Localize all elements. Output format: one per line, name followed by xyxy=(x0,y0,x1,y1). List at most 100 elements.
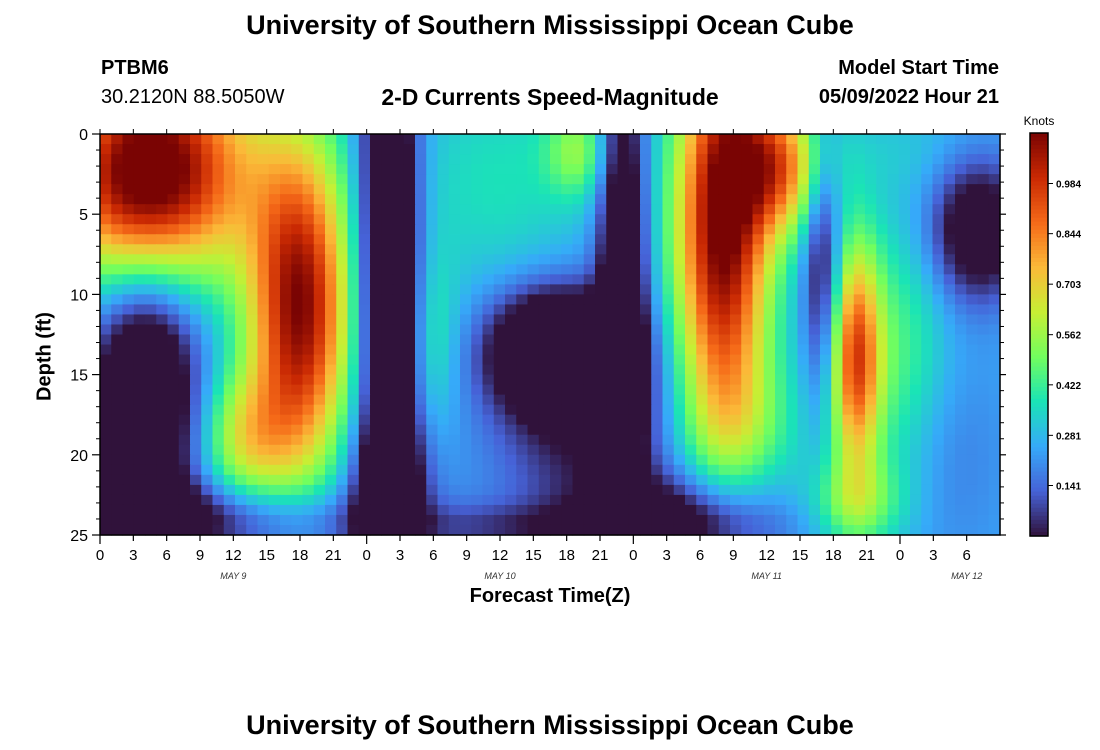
heatmap-cell xyxy=(336,414,349,426)
heatmap-cell xyxy=(313,354,326,366)
heatmap-cell xyxy=(448,364,461,376)
heatmap-cell xyxy=(696,274,709,285)
heatmap-cell xyxy=(898,504,911,516)
heatmap-cell xyxy=(707,244,720,255)
heatmap-cell xyxy=(550,274,562,285)
heatmap-cell xyxy=(617,174,630,185)
heatmap-cell xyxy=(471,484,484,496)
heatmap-cell xyxy=(246,474,259,486)
heatmap-cell xyxy=(381,444,394,456)
heatmap-cell xyxy=(887,144,900,155)
heatmap-cell xyxy=(246,444,259,456)
heatmap-cell xyxy=(673,164,686,175)
heatmap-cell xyxy=(865,414,877,426)
heatmap-cell xyxy=(932,174,945,185)
heatmap-cell xyxy=(718,404,731,416)
heatmap-cell xyxy=(280,424,292,436)
heatmap-cell xyxy=(133,404,146,416)
heatmap-cell xyxy=(111,314,124,326)
heatmap-cell xyxy=(426,264,439,275)
heatmap-cell xyxy=(876,394,889,406)
heatmap-cell xyxy=(853,494,866,506)
heatmap-cell xyxy=(426,394,439,406)
heatmap-cell xyxy=(100,364,112,376)
heatmap-cell xyxy=(505,484,517,496)
heatmap-cell xyxy=(370,204,382,215)
heatmap-cell xyxy=(898,464,911,476)
heatmap-cell xyxy=(966,464,979,476)
heatmap-cell xyxy=(921,264,934,275)
heatmap-cell xyxy=(696,354,709,366)
heatmap-cell xyxy=(775,134,787,145)
heatmap-cell xyxy=(100,494,112,506)
heatmap-cell xyxy=(325,204,337,215)
heatmap-cell xyxy=(538,224,551,235)
heatmap-cell xyxy=(403,454,416,466)
heatmap-cell xyxy=(381,274,394,285)
heatmap-cell xyxy=(583,194,596,205)
heatmap-cell xyxy=(190,194,202,205)
heatmap-cell xyxy=(921,484,934,496)
x-tick-label: 3 xyxy=(662,547,670,564)
heatmap-cell xyxy=(797,444,810,456)
heatmap-cell xyxy=(403,154,416,165)
heatmap-cell xyxy=(640,374,652,386)
heatmap-cell xyxy=(122,504,135,516)
heatmap-cell xyxy=(887,464,900,476)
heatmap-cell xyxy=(460,334,472,346)
heatmap-cell xyxy=(887,134,900,145)
heatmap-cell xyxy=(752,474,765,486)
heatmap-cell xyxy=(752,344,765,356)
heatmap-cell xyxy=(673,134,686,145)
colorbar-swatch xyxy=(1030,366,1048,372)
heatmap-cell xyxy=(415,354,427,366)
heatmap-cell xyxy=(178,294,191,306)
heatmap-cell xyxy=(628,324,641,336)
heatmap-cell xyxy=(471,184,484,195)
heatmap-cell xyxy=(426,364,439,376)
heatmap-cell xyxy=(178,354,191,366)
heatmap-cell xyxy=(685,164,697,175)
heatmap-cell xyxy=(932,484,945,496)
heatmap-cell xyxy=(752,444,765,456)
heatmap-cell xyxy=(977,444,990,456)
heatmap-cell xyxy=(246,154,259,165)
heatmap-cell xyxy=(358,524,371,536)
heatmap-cell xyxy=(280,414,292,426)
heatmap-cell xyxy=(583,404,596,416)
heatmap-cell xyxy=(111,344,124,356)
heatmap-cell xyxy=(313,484,326,496)
heatmap-cell xyxy=(190,154,202,165)
heatmap-cell xyxy=(302,234,315,245)
heatmap-cell xyxy=(527,194,540,205)
heatmap-cell xyxy=(628,214,641,225)
x-axis-label: Forecast Time(Z) xyxy=(469,585,631,607)
heatmap-cell xyxy=(257,334,270,346)
heatmap-cell xyxy=(437,494,450,506)
heatmap-cell xyxy=(291,144,304,155)
heatmap-cell xyxy=(865,484,877,496)
heatmap-cell xyxy=(313,134,326,145)
heatmap-cell xyxy=(617,424,630,436)
heatmap-cell xyxy=(336,374,349,386)
heatmap-cell xyxy=(268,284,281,296)
heatmap-cell xyxy=(943,264,956,275)
colorbar-swatch xyxy=(1030,229,1048,235)
heatmap-cell xyxy=(190,464,202,476)
heatmap-cell xyxy=(707,514,720,526)
heatmap-cell xyxy=(392,474,405,486)
heatmap-cell xyxy=(797,374,810,386)
heatmap-cell xyxy=(403,434,416,446)
heatmap-cell xyxy=(538,374,551,386)
heatmap-cell xyxy=(595,474,607,486)
heatmap-cell xyxy=(617,324,630,336)
heatmap-cell xyxy=(966,414,979,426)
heatmap-cell xyxy=(291,444,304,456)
colorbar-swatch xyxy=(1030,185,1048,191)
heatmap-cell xyxy=(178,524,191,536)
heatmap-cell xyxy=(437,444,450,456)
heatmap-cell xyxy=(932,254,945,265)
heatmap-cell xyxy=(898,344,911,356)
heatmap-cell xyxy=(212,224,225,235)
heatmap-cell xyxy=(988,194,1001,205)
